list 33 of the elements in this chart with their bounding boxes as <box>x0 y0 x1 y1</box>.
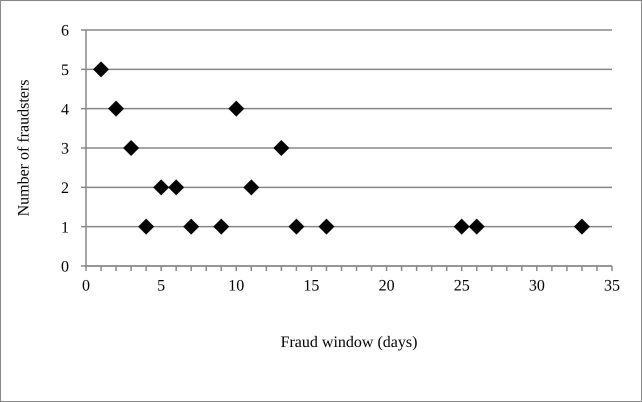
point <box>213 218 230 235</box>
point <box>108 100 124 117</box>
point <box>288 218 304 235</box>
y-tick-label: 0 <box>61 258 69 276</box>
y-tick-label: 1 <box>61 219 69 236</box>
x-tick-label: 10 <box>228 277 244 294</box>
x-tick-label: 30 <box>528 277 545 294</box>
point <box>468 218 485 235</box>
x-tick-label: 25 <box>454 277 470 294</box>
x-tick-label: 0 <box>82 277 90 294</box>
y-tick-label: 6 <box>61 22 69 40</box>
point <box>228 100 244 117</box>
point <box>183 218 200 235</box>
point <box>138 218 154 235</box>
y-tick-label: 3 <box>61 140 69 158</box>
x-tick-label: 5 <box>157 277 166 294</box>
point <box>273 140 290 156</box>
point <box>168 179 184 196</box>
x-tick-label: 35 <box>604 277 620 294</box>
point <box>93 61 110 78</box>
point <box>574 218 590 235</box>
point <box>123 140 140 156</box>
point <box>153 179 170 196</box>
x-tick-label: 15 <box>303 277 320 294</box>
x-tick-label: 20 <box>378 277 395 294</box>
point <box>318 218 334 235</box>
y-tick-label: 5 <box>61 62 69 80</box>
point <box>243 179 260 196</box>
point <box>454 218 470 235</box>
y-tick-label: 4 <box>61 101 69 118</box>
y-tick-label: 2 <box>61 180 69 198</box>
x-axis-title: Fraud window (days) <box>280 334 418 351</box>
y-axis-title: Number of fraudsters <box>16 80 33 216</box>
